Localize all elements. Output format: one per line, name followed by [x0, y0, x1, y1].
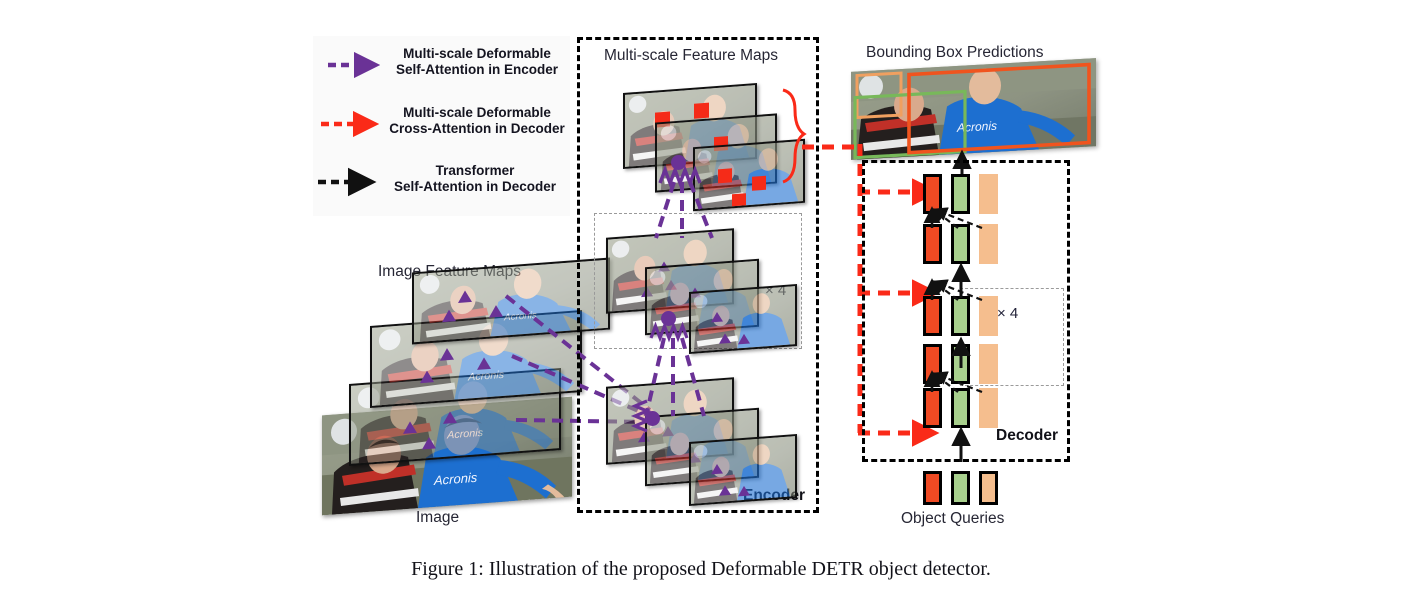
sampling-triangle	[440, 347, 454, 361]
sampling-offsets-zigzag	[630, 399, 652, 433]
encoder-layer-links-lower	[644, 337, 706, 417]
encoder-container	[577, 37, 819, 513]
decoder-query-green	[951, 388, 970, 428]
decoder-query-green	[951, 174, 970, 214]
sampling-triangle	[738, 485, 750, 497]
decoder-query-orange	[923, 388, 942, 428]
sampling-triangle	[711, 463, 723, 475]
decoder-query-peach	[979, 296, 998, 336]
decoder-query-peach	[979, 224, 998, 264]
decoder-output-arrow	[952, 149, 972, 175]
sampling-triangle	[403, 420, 417, 434]
decoder-query-peach	[979, 388, 998, 428]
photo-predictions: Acronis	[851, 58, 1096, 160]
object-query-peach	[979, 471, 998, 505]
photo-feature-map	[691, 286, 795, 352]
reference-point-square	[694, 102, 709, 119]
encoder-layer-links-upper	[654, 181, 714, 239]
legend-label-encoder: Multi-scale Deformable Self-Attention in…	[391, 46, 563, 77]
object-queries-label: Object Queries	[901, 510, 1005, 527]
bbox-predictions-title: Bounding Box Predictions	[866, 44, 1044, 61]
sampling-triangle	[420, 370, 434, 384]
decoder-query-green	[951, 224, 970, 264]
sampling-triangle	[477, 356, 491, 370]
sampling-triangle	[719, 484, 731, 496]
multiscale-map-front	[693, 138, 805, 212]
decoder-self-attention-1	[923, 206, 983, 230]
image-label: Image	[416, 509, 460, 526]
sampling-triangle	[443, 410, 457, 424]
legend-line-1: Transformer	[435, 163, 515, 178]
multiscale-feature-maps-title: Multi-scale Feature Maps	[604, 47, 779, 64]
decoder-label: Decoder	[996, 427, 1059, 444]
cross-attention-routing	[802, 144, 940, 447]
decoder-self-attention-3	[923, 370, 983, 394]
legend-line-2: Self-Attention in Encoder	[396, 61, 558, 77]
sampling-triangle	[442, 309, 456, 323]
object-query-orange	[923, 471, 942, 505]
legend-label-cross: Multi-scale Deformable Cross-Attention i…	[387, 105, 567, 136]
legend-line-1: Multi-scale Deformable	[403, 105, 551, 120]
decoder-feed-arrow-2	[951, 336, 971, 368]
photo-feature-map	[691, 436, 795, 504]
figure-caption: Figure 1: Illustration of the proposed D…	[411, 558, 991, 580]
encoder-bottom-map-front	[689, 433, 797, 507]
legend-line-1: Multi-scale Deformable	[403, 46, 551, 61]
decoder-input-arrow	[951, 426, 971, 462]
sampling-triangle	[711, 311, 723, 323]
svg-text:Acronis: Acronis	[446, 427, 484, 442]
decoder-query-green	[951, 296, 970, 336]
svg-text:Acronis: Acronis	[433, 470, 478, 488]
decoder-repeat-count: × 4	[997, 305, 1019, 322]
legend-line-2: Self-Attention in Decoder	[393, 178, 556, 194]
object-query-green	[951, 471, 970, 505]
svg-text:Acronis: Acronis	[956, 119, 997, 135]
legend-arrow-encoder	[326, 51, 388, 79]
decoder-query-peach	[979, 174, 998, 214]
decoder-query-orange	[923, 224, 942, 264]
decoder-feed-arrow-1	[951, 262, 971, 298]
decoder-container	[862, 160, 1070, 462]
legend-arrow-transformer	[316, 167, 384, 197]
bbox-prediction-image: Acronis	[851, 58, 1096, 160]
sampling-offsets-zigzag	[649, 321, 689, 343]
sampling-triangle	[422, 436, 436, 450]
legend-line-2: Cross-Attention in Decoder	[389, 120, 565, 136]
query-reference-dot	[645, 411, 660, 426]
legend-panel: Multi-scale Deformable Self-Attention in…	[313, 36, 570, 216]
decoder-query-orange	[923, 296, 942, 336]
memory-brace	[782, 88, 807, 184]
legend-label-transformer: Transformer Self-Attention in Decoder	[385, 163, 565, 194]
sampling-triangle	[458, 289, 472, 303]
decoder-self-attention-2	[923, 278, 983, 302]
decoder-query-peach	[979, 344, 998, 384]
bbox-player-blue	[907, 62, 1091, 155]
svg-text:Acronis: Acronis	[467, 369, 505, 384]
encoder-mid-map-front	[689, 283, 797, 355]
reference-point-square	[752, 175, 766, 191]
legend-arrow-cross	[319, 110, 387, 138]
